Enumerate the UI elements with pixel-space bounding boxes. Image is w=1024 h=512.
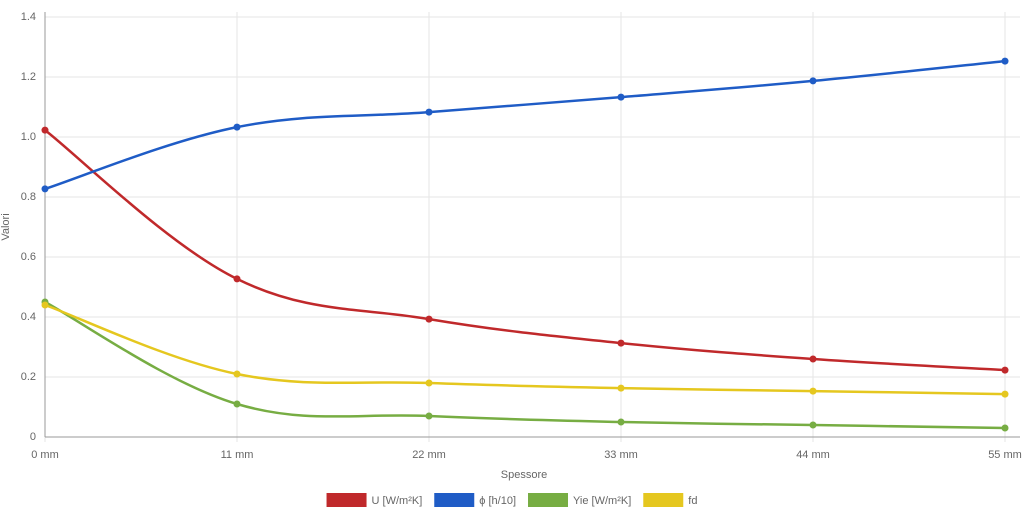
data-point	[1001, 424, 1009, 432]
data-point	[233, 370, 241, 378]
data-point	[617, 339, 625, 347]
data-point	[809, 421, 817, 429]
data-point	[617, 384, 625, 392]
y-tick-label: 0	[30, 431, 36, 443]
legend: U [W/m²K] ϕ [h/10] Yie [W/m²K] fd	[326, 493, 697, 507]
data-point	[425, 315, 433, 323]
data-point	[1001, 57, 1009, 65]
y-tick-label: 0.2	[21, 371, 36, 383]
data-point	[617, 418, 625, 426]
y-tick-label: 0.8	[21, 191, 36, 203]
data-point	[233, 275, 241, 283]
data-point	[809, 77, 817, 85]
x-tick-label: 33 mm	[604, 449, 638, 461]
data-point	[425, 412, 433, 420]
legend-swatch	[434, 493, 475, 507]
data-point	[809, 355, 817, 363]
data-point	[809, 387, 817, 395]
x-tick-label: 0 mm	[31, 449, 59, 461]
x-tick-label: 44 mm	[796, 449, 830, 461]
legend-label: fd	[688, 495, 697, 507]
data-point	[41, 185, 49, 193]
data-point	[1001, 390, 1009, 398]
legend-label: Yie [W/m²K]	[573, 495, 631, 507]
y-tick-label: 1.4	[21, 11, 36, 23]
series-line	[44, 303, 1006, 396]
data-point	[233, 400, 241, 408]
legend-swatch	[643, 493, 684, 507]
y-tick-label: 1.0	[21, 131, 36, 143]
y-axis-title: Valori	[0, 213, 12, 240]
data-point	[41, 126, 49, 134]
data-point	[233, 123, 241, 131]
data-point	[617, 93, 625, 101]
x-axis-title: Spessore	[501, 469, 547, 481]
y-tick-label: 0.4	[21, 311, 36, 323]
x-tick-label: 11 mm	[221, 449, 254, 461]
y-tick-label: 0.6	[21, 251, 36, 263]
legend-label: ϕ [h/10]	[479, 495, 516, 507]
data-point	[41, 301, 49, 309]
series-line	[44, 300, 1006, 430]
legend-swatch	[528, 493, 569, 507]
series-line	[44, 129, 1006, 372]
x-tick-label: 55 mm	[988, 449, 1022, 461]
data-point	[1001, 366, 1009, 374]
legend-label: U [W/m²K]	[372, 495, 423, 507]
data-point	[425, 108, 433, 116]
x-tick-label: 22 mm	[412, 449, 446, 461]
data-point	[425, 379, 433, 387]
y-tick-label: 1.2	[21, 71, 36, 83]
series-line	[44, 59, 1006, 191]
legend-swatch	[326, 493, 367, 507]
